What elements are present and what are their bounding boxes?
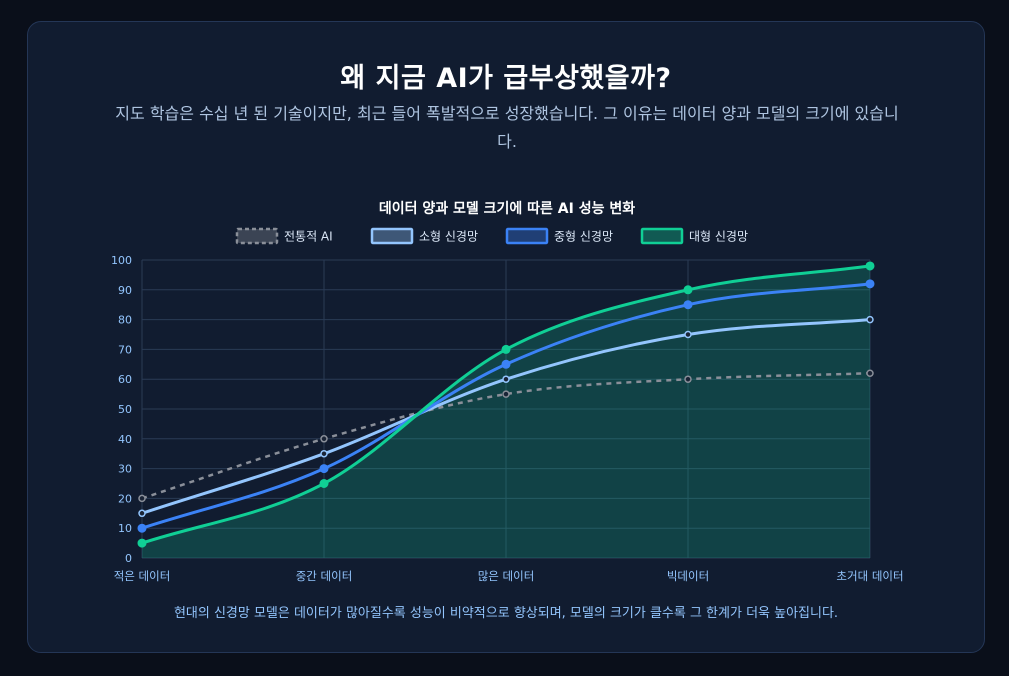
data-point	[320, 449, 328, 458]
y-tick-label: 30	[118, 463, 132, 476]
series-line	[141, 371, 871, 500]
data-point	[501, 344, 511, 354]
data-point	[684, 375, 692, 383]
legend-swatch	[505, 227, 549, 245]
data-point	[501, 359, 511, 369]
legend-item[interactable]: 소형 신경망	[370, 227, 478, 245]
y-tick-label: 70	[118, 343, 132, 356]
data-point	[319, 464, 329, 474]
y-tick-label: 10	[118, 522, 132, 535]
data-point	[865, 261, 875, 271]
legend-label: 중형 신경망	[554, 230, 613, 244]
legend-swatch	[235, 227, 279, 245]
data-point	[138, 494, 146, 503]
data-point	[137, 523, 147, 533]
legend-item[interactable]: 중형 신경망	[505, 227, 613, 245]
x-tick-label: 적은 데이터	[114, 569, 171, 583]
content-card: 왜 지금 AI가 급부상했을까? 지도 학습은 수십 년 된 기술이지만, 최근…	[27, 21, 985, 653]
legend-swatch	[370, 227, 414, 245]
data-point	[502, 375, 510, 383]
x-tick-label: 초거대 데이터	[836, 569, 903, 583]
legend-item[interactable]: 대형 신경망	[640, 227, 748, 245]
performance-chart: 데이터 양과 모델 크기에 따른 AI 성능 변화 0 10 20 30 40 50 60 7…	[111, 200, 904, 583]
data-point	[683, 285, 693, 295]
data-point	[138, 509, 146, 518]
data-point	[684, 330, 692, 339]
data-point	[866, 315, 874, 324]
chart-title: 데이터 양과 모델 크기에 따른 AI 성능 변화	[379, 200, 635, 217]
y-tick-label: 100	[111, 254, 132, 267]
legend-label: 전통적 AI	[284, 230, 333, 244]
data-points	[137, 261, 875, 548]
chart-legend[interactable]: 전통적 AI 소형 신경망 중형 신경망 대형 신경망	[235, 227, 748, 245]
data-point	[319, 479, 329, 488]
y-tick-label: 90	[118, 284, 132, 297]
legend-label: 대형 신경망	[689, 230, 748, 244]
data-point	[683, 300, 693, 310]
x-tick-label: 중간 데이터	[296, 569, 353, 583]
axis-labels: 0 10 20 30 40 50 60 70 80 90 100 적은 데이터 중간 데이터 많은 데이터…	[111, 254, 904, 583]
y-tick-label: 40	[118, 433, 132, 446]
y-tick-label: 0	[125, 552, 132, 565]
y-tick-label: 80	[118, 314, 132, 327]
data-point	[865, 279, 875, 289]
data-point	[866, 369, 874, 377]
y-tick-label: 50	[118, 403, 132, 416]
legend-label: 소형 신경망	[419, 230, 478, 244]
y-tick-label: 60	[118, 373, 132, 386]
data-point	[320, 435, 328, 443]
legend-item[interactable]: 전통적 AI	[235, 227, 333, 245]
x-tick-label: 빅데이터	[667, 569, 709, 583]
data-point	[137, 538, 147, 548]
chart-caption: 현대의 신경망 모델은 데이터가 많아질수록 성능이 비약적으로 향상되며, 모…	[173, 606, 839, 621]
y-tick-label: 20	[118, 492, 132, 505]
page-subtitle: 지도 학습은 수십 년 된 기술이지만, 최근 들어 폭발적으로 성장했습니다.…	[115, 104, 899, 151]
data-point	[502, 390, 510, 398]
x-tick-label: 많은 데이터	[478, 569, 535, 583]
legend-swatch	[640, 227, 684, 245]
page-title: 왜 지금 AI가 급부상했을까?	[340, 63, 672, 94]
